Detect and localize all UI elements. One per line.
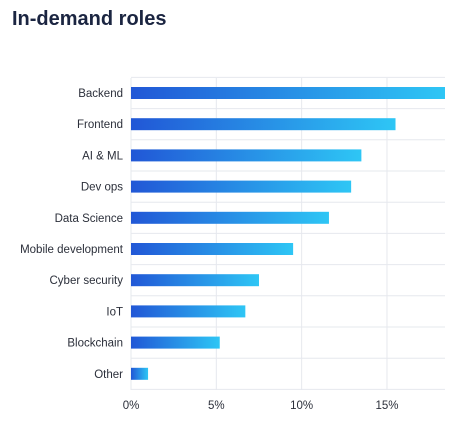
category-label: IoT (106, 306, 123, 318)
bar (131, 87, 445, 99)
bar (131, 180, 352, 193)
bar (131, 305, 246, 318)
bar (131, 211, 329, 224)
category-label: Mobile development (20, 244, 124, 256)
x-tick-label: 15% (375, 400, 398, 412)
category-label: Backend (78, 88, 123, 100)
grid-lines (130, 76, 445, 390)
x-tick-label: 0% (123, 400, 140, 412)
category-label: Blockchain (67, 338, 123, 350)
category-label: AI & ML (82, 150, 124, 162)
category-label: Dev ops (81, 182, 123, 194)
category-labels: Backend Frontend AI & ML Dev ops Data Scienc… (20, 88, 124, 381)
bar (131, 274, 259, 287)
category-label: Cyber security (50, 275, 124, 287)
bar (131, 367, 149, 380)
bar (131, 149, 362, 162)
category-label: Data Science (55, 213, 123, 225)
chart-title: In-demand roles (12, 8, 167, 30)
category-label: Other (94, 369, 123, 381)
bar (131, 118, 396, 131)
x-tick-label: 10% (290, 400, 313, 412)
bars (131, 87, 445, 380)
x-axis-ticks: 0% 5% 10% 15% (123, 400, 399, 412)
bar (131, 243, 294, 255)
bar (131, 336, 220, 349)
x-tick-label: 5% (208, 400, 225, 412)
category-label: Frontend (77, 119, 123, 131)
